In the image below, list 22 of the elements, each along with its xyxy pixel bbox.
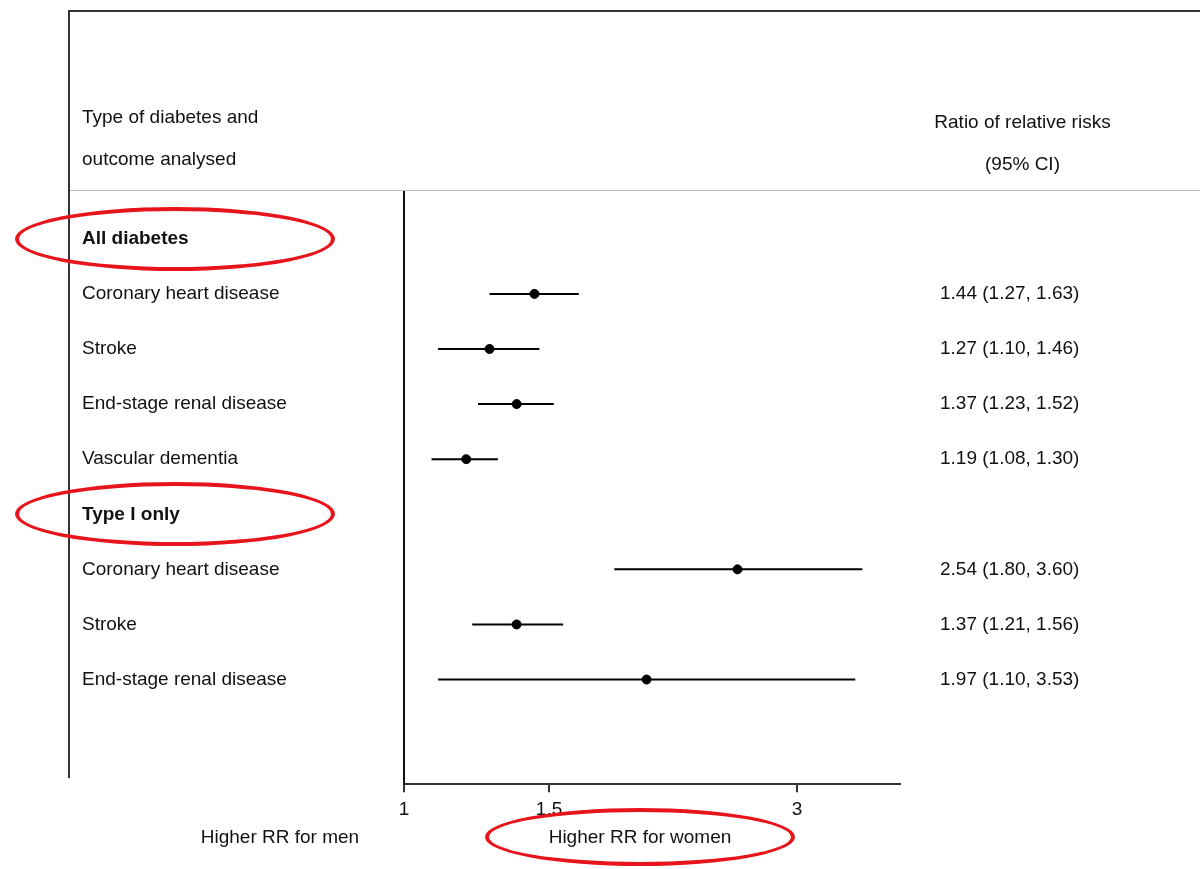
y-tick-label: Stroke: [82, 612, 137, 634]
x-tick-label: 3: [791, 797, 803, 819]
data-label: 1.44 (1.27, 1.63): [940, 282, 1080, 304]
data-label: 1.97 (1.10, 3.53): [940, 667, 1080, 689]
y-tick-label: Vascular dementia: [82, 447, 239, 469]
y-tick-label: Stroke: [82, 337, 137, 359]
y-tick-label: All diabetes: [82, 227, 189, 249]
data-label: 1.27 (1.10, 1.46): [940, 337, 1080, 359]
data-label: 1.19 (1.08, 1.30): [940, 447, 1080, 469]
y-axis-title: Type of diabetes and outcome analysed: [82, 105, 260, 171]
data-label: 1.37 (1.21, 1.56): [940, 612, 1080, 634]
data-label: 1.37 (1.23, 1.52): [940, 392, 1080, 414]
text: Higher RR for women: [547, 825, 733, 849]
y-tick-label: Coronary heart disease: [82, 557, 280, 579]
data-label: 2.54 (1.80, 3.60): [940, 557, 1080, 579]
y-tick-label: End-stage renal disease: [82, 667, 287, 689]
y-tick-label: Coronary heart disease: [82, 282, 280, 304]
text: Higher RR for men: [199, 825, 361, 849]
text: Ratio of relative risks (95% CI): [933, 110, 1112, 176]
y-tick-label: Type I only: [82, 502, 181, 524]
x-tick-label: 1: [398, 797, 410, 819]
y-tick-label: End-stage renal disease: [82, 392, 287, 414]
